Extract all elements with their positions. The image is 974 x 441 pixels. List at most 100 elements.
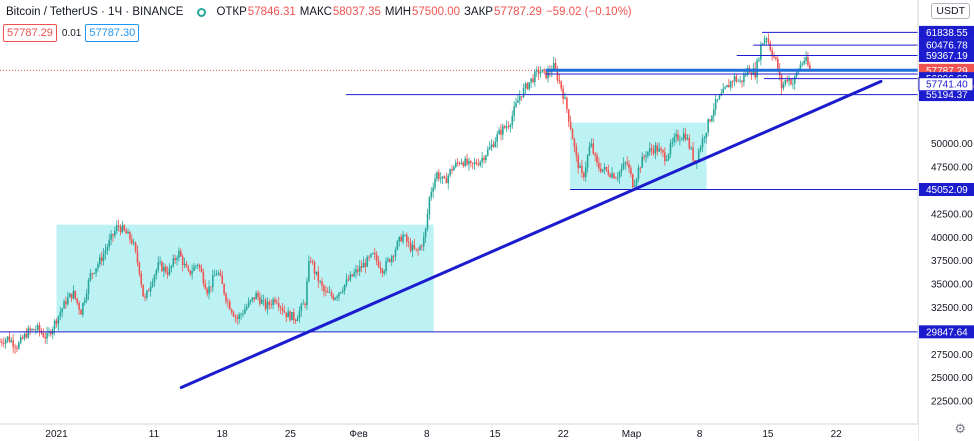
candle-body bbox=[722, 88, 724, 94]
candle-body bbox=[108, 239, 111, 247]
candle-body bbox=[647, 151, 649, 156]
candle-body bbox=[428, 197, 431, 215]
candle-body bbox=[803, 60, 805, 64]
symbol-title[interactable]: Bitcoin / TetherUS · 1Ч · BINANCE bbox=[6, 6, 184, 18]
candle-body bbox=[615, 178, 617, 179]
candle-body bbox=[626, 162, 628, 165]
candle-body bbox=[733, 76, 736, 82]
candle-body bbox=[682, 133, 685, 140]
candle-body bbox=[104, 250, 107, 254]
candle-body bbox=[228, 301, 231, 310]
candle-body bbox=[534, 71, 536, 83]
candle-body bbox=[758, 59, 760, 61]
close-value: 57787.29 bbox=[493, 6, 542, 18]
candle-body bbox=[400, 236, 402, 242]
candle-body bbox=[1, 341, 3, 344]
candle-body bbox=[641, 156, 644, 168]
x-tick-label: 18 bbox=[217, 429, 229, 440]
candle-body bbox=[509, 125, 512, 128]
candle-body bbox=[10, 340, 13, 342]
candle-body bbox=[422, 237, 425, 247]
candle-body bbox=[6, 336, 9, 340]
candle-body bbox=[788, 79, 790, 82]
candle-body bbox=[652, 150, 655, 154]
level-price-badge bbox=[919, 88, 974, 102]
candle-body bbox=[110, 234, 112, 240]
x-tick-label: Фев bbox=[349, 429, 367, 440]
trade-panel: 57787.29 0.01 57787.30 bbox=[3, 24, 140, 42]
candle-body bbox=[456, 162, 459, 164]
sell-button[interactable]: 57787.29 bbox=[3, 24, 57, 42]
candle-body bbox=[697, 150, 700, 161]
currency-button[interactable]: USDT bbox=[931, 3, 970, 19]
candle-body bbox=[524, 83, 527, 88]
candle-body bbox=[724, 87, 726, 89]
candle-body bbox=[191, 271, 193, 275]
candle-body bbox=[598, 162, 600, 169]
gear-icon[interactable]: ⚙ bbox=[954, 421, 966, 436]
candle-body bbox=[790, 79, 792, 85]
candle-body bbox=[729, 81, 732, 88]
candle-body bbox=[541, 69, 544, 73]
candle-body bbox=[146, 290, 148, 298]
candle-body bbox=[417, 249, 419, 251]
candle-body bbox=[377, 260, 380, 267]
candle-body bbox=[65, 301, 67, 305]
candle-body bbox=[196, 264, 199, 266]
candle-body bbox=[370, 253, 372, 257]
candle-body bbox=[599, 168, 602, 172]
candle-body bbox=[315, 271, 318, 274]
candle-body bbox=[439, 178, 442, 180]
candle-body bbox=[426, 214, 429, 229]
candle-body bbox=[622, 163, 625, 169]
candle-body bbox=[607, 170, 610, 175]
candle-body bbox=[513, 106, 515, 116]
candle-body bbox=[438, 172, 440, 179]
candle-body bbox=[703, 138, 706, 139]
candle-body bbox=[481, 157, 483, 162]
candle-body bbox=[262, 299, 265, 301]
candle-body bbox=[82, 302, 84, 315]
candle-body bbox=[407, 241, 410, 243]
candle-body bbox=[78, 302, 80, 310]
candle-body bbox=[149, 286, 152, 292]
candle-body bbox=[543, 69, 546, 71]
candle-body bbox=[620, 168, 623, 172]
candle-body bbox=[679, 139, 681, 141]
candle-body bbox=[784, 79, 787, 85]
candle-body bbox=[144, 296, 146, 298]
candle-body bbox=[200, 267, 203, 273]
candle-body bbox=[421, 246, 423, 247]
level-price-badge bbox=[918, 77, 974, 92]
candle-body bbox=[189, 270, 192, 275]
candle-body bbox=[347, 279, 350, 281]
y-tick-label: 40000.00 bbox=[931, 233, 973, 244]
candle-body bbox=[97, 264, 99, 269]
candle-body bbox=[654, 145, 657, 154]
open-label: ОТКР bbox=[216, 6, 247, 18]
open-value: 57846.31 bbox=[247, 6, 296, 18]
candle-body bbox=[66, 297, 69, 305]
candle-body bbox=[266, 301, 269, 309]
candle-body bbox=[59, 312, 62, 317]
candle-body bbox=[639, 167, 642, 169]
candle-body bbox=[387, 259, 389, 261]
candle-body bbox=[648, 148, 651, 152]
candle-body bbox=[496, 134, 498, 142]
candle-body bbox=[633, 185, 636, 188]
candle-body bbox=[291, 312, 293, 321]
y-tick-label: 27500.00 bbox=[931, 350, 973, 361]
candle-body bbox=[36, 324, 39, 330]
candle-body bbox=[2, 343, 5, 344]
candle-body bbox=[16, 347, 18, 349]
candle-body bbox=[61, 308, 63, 313]
candle-body bbox=[50, 331, 52, 335]
candle-body bbox=[91, 273, 94, 274]
trend-line-1 bbox=[179, 79, 883, 389]
candle-body bbox=[164, 266, 167, 273]
candle-body bbox=[210, 286, 212, 288]
buy-button[interactable]: 57787.30 bbox=[85, 24, 140, 42]
candle-body bbox=[556, 69, 559, 80]
candle-body bbox=[264, 299, 267, 309]
